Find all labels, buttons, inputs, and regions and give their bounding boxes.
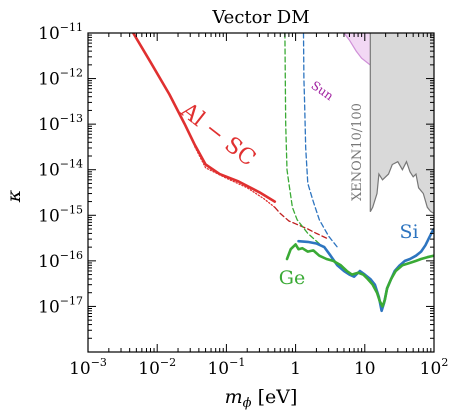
annotation-si: Si bbox=[399, 221, 418, 243]
y-axis-label: κ bbox=[3, 189, 25, 203]
series-al_sc_dashed bbox=[274, 206, 330, 240]
series-lines bbox=[131, 33, 434, 313]
axis-ticks: 10−3 10−2 10−1 1 10 10210−1110−1210−1310−1410… bbox=[38, 21, 448, 379]
annotation-ge: Ge bbox=[279, 267, 305, 289]
annotation-sun: Sun bbox=[309, 78, 337, 103]
y-tick-label: 10−13 bbox=[38, 112, 83, 135]
series-ge bbox=[285, 243, 434, 308]
series-al_sc_dotted bbox=[194, 146, 276, 208]
region-xenon-fill bbox=[370, 33, 434, 214]
annotation-al-sc: Al − SC bbox=[175, 98, 260, 172]
series-ge_dashed bbox=[284, 33, 324, 248]
plot-frame bbox=[87, 32, 435, 353]
y-tick-label: 10−12 bbox=[38, 67, 83, 90]
x-tick-label: 10 bbox=[354, 359, 376, 379]
x-axis-label-symbol: m bbox=[225, 386, 243, 408]
x-tick-label: 10−2 bbox=[138, 356, 176, 379]
series-al_sc bbox=[131, 33, 277, 203]
region-xenon-edge bbox=[369, 33, 434, 214]
y-tick-label: 10−17 bbox=[38, 294, 83, 317]
x-tick-label: 1 bbox=[290, 359, 301, 379]
chart-title: Vector DM bbox=[211, 7, 309, 28]
y-tick-label: 10−14 bbox=[38, 158, 83, 181]
x-tick-label: 10−1 bbox=[207, 356, 245, 379]
x-axis-label: mϕ [eV] bbox=[225, 386, 298, 411]
x-tick-label: 10−3 bbox=[69, 356, 107, 379]
annotation-xenon: XENON10/100 bbox=[350, 103, 365, 201]
x-axis-label-unit: [eV] bbox=[258, 386, 298, 408]
series-si_dashed bbox=[302, 33, 338, 248]
x-axis-label-subscript: ϕ bbox=[243, 396, 252, 411]
y-tick-label: 10−16 bbox=[38, 249, 83, 272]
exclusion-regions bbox=[343, 33, 434, 214]
y-tick-label: 10−15 bbox=[38, 203, 83, 226]
x-tick-label: 102 bbox=[420, 356, 449, 379]
y-tick-label: 10−11 bbox=[38, 21, 83, 44]
